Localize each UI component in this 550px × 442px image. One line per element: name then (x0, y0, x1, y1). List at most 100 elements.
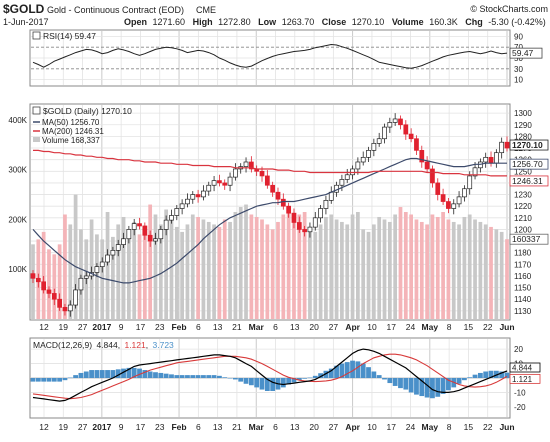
candle (376, 132, 382, 147)
candle (174, 205, 180, 221)
macd-hist-bar (286, 378, 292, 385)
candle-body (493, 152, 499, 164)
last-ma50-tag-box (509, 158, 549, 170)
candle-body (366, 150, 371, 158)
last-volume-tag-text: 160337 (512, 234, 541, 244)
volume-bar (350, 214, 355, 319)
candle (110, 246, 116, 260)
x-tick-label-bottom: Feb (171, 422, 186, 432)
macd-hist-bar (62, 378, 68, 381)
macd-hist-bar (318, 373, 323, 378)
open-label: Open (124, 17, 147, 27)
candle (206, 181, 212, 196)
macd-hist-bar (334, 365, 339, 378)
volume-bar (366, 231, 371, 319)
candle-body (201, 190, 206, 198)
last-volume-tag: 160337 (509, 233, 549, 245)
macd-hist-bar (57, 378, 63, 382)
last-ma50-tag-text: 1256.70 (512, 159, 543, 169)
candle-body (147, 234, 153, 242)
candle-body (115, 244, 121, 251)
candle (440, 188, 446, 206)
x-tick-label: 13 (290, 322, 300, 332)
candle-body (446, 201, 451, 209)
macd-hist-bar (179, 375, 185, 378)
volume-bar (292, 219, 296, 319)
candle-body (398, 118, 403, 126)
volume-bar (483, 224, 488, 319)
candle (222, 179, 228, 190)
candle (179, 199, 185, 215)
x-tick-label-bottom: 20 (309, 422, 319, 432)
volume-bar (52, 254, 57, 319)
last-close-tag: 1270.10 (509, 139, 549, 151)
x-tick-label-bottom: 19 (59, 422, 69, 432)
candle (153, 232, 158, 245)
x-tick-label: 10 (367, 322, 377, 332)
candle-body (227, 176, 233, 186)
candle (147, 230, 153, 247)
price-tick-label: 1200 (514, 225, 532, 234)
macd-hist-bar (131, 367, 137, 378)
candle (185, 193, 190, 208)
rsi-tick-label: 10 (514, 76, 523, 85)
candle (419, 145, 425, 168)
x-tick-label: 27 (78, 322, 88, 332)
candle-body (488, 156, 494, 164)
volume-bar (505, 239, 509, 319)
candle-body (206, 184, 212, 192)
macd-last-tag: 4.844 (509, 362, 541, 373)
source-credit: © StockCharts.com (470, 4, 548, 14)
macd-hist-bar (217, 375, 222, 378)
close-label: Close (322, 17, 347, 27)
x-tick-label: 9 (119, 322, 124, 332)
macd-hist-bar (302, 378, 308, 379)
macd-legend-line: MACD(12,26,9) 4.844, 1.121, 3.723 (33, 340, 174, 350)
candle (115, 239, 121, 257)
volume-bar (276, 221, 280, 319)
candle (195, 189, 201, 203)
volume-bar (286, 209, 291, 319)
macd-hist-bar (46, 378, 52, 382)
macd-hist-bar (238, 378, 244, 382)
price-tick-label: 1150 (514, 284, 532, 293)
candle (201, 185, 206, 201)
macd-hist-bar (126, 367, 132, 378)
macd-hist-bar (142, 370, 148, 378)
last-ma200-tag-box (509, 175, 549, 187)
candle-body (105, 254, 110, 263)
macd-hist-bar (174, 375, 180, 378)
macd-hist-bar (190, 375, 196, 378)
x-tick-label: 2017 (92, 322, 111, 332)
macd-hist-bar (440, 378, 446, 394)
rsi-tick-label: 70 (514, 43, 523, 52)
volume-bar (100, 239, 105, 319)
candle-body (110, 250, 116, 256)
x-tick-label-bottom: 17 (136, 422, 146, 432)
x-tick-label: 6 (196, 322, 201, 332)
volume-tick-label: 200K (8, 215, 27, 224)
candle-body (323, 200, 329, 209)
volume-bar (462, 216, 467, 319)
x-tick-label-bottom: 2017 (92, 422, 111, 432)
candle-body (472, 167, 478, 177)
candle-body (153, 238, 158, 242)
candle (142, 222, 148, 240)
rsi-grid (31, 31, 509, 85)
candle (499, 137, 505, 159)
x-tick-label-bottom: 6 (196, 422, 201, 432)
macd-hist-bar (430, 378, 435, 399)
rsi-last-tag: 59.47 (509, 47, 543, 59)
macd-hist-bar (264, 378, 270, 391)
volume-bar (430, 214, 435, 319)
macd-hist-bar (206, 375, 212, 378)
x-tick-label-bottom: 23 (155, 422, 165, 432)
volume-bar (318, 224, 323, 319)
candle (233, 163, 238, 181)
macd-hist-bar (456, 378, 462, 384)
candle-body (430, 168, 435, 184)
rsi-line (32, 43, 508, 69)
volume-bar (270, 229, 275, 319)
volume-tick-label: 300K (8, 166, 27, 175)
candle (62, 303, 68, 316)
